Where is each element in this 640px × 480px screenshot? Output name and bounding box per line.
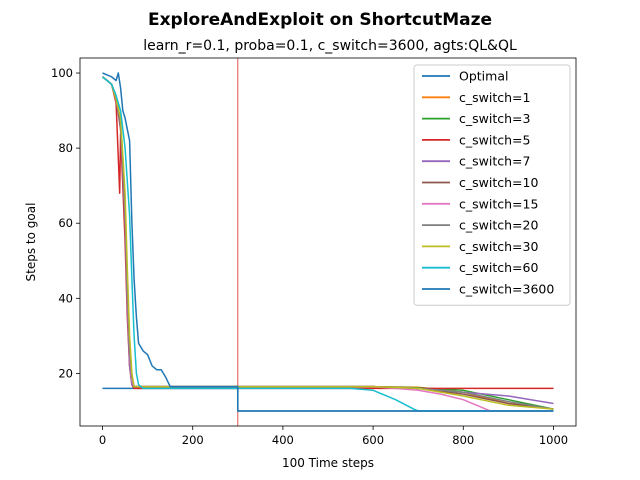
y-tick-label: 60 — [58, 216, 73, 230]
x-tick-label: 200 — [182, 433, 204, 447]
x-tick-label: 1000 — [539, 433, 568, 447]
legend-label-2: c_switch=3 — [459, 111, 530, 126]
y-tick-label: 100 — [51, 66, 73, 80]
legend-label-10: c_switch=3600 — [459, 282, 554, 297]
legend-label-9: c_switch=60 — [459, 260, 538, 275]
legend-box — [413, 64, 571, 306]
legend: Optimal c_switch=1 c_switch=3 c_switch=5 c_s… — [413, 64, 571, 306]
legend-label-0: Optimal — [459, 69, 508, 84]
y-axis-label: Steps to goal — [24, 203, 38, 282]
x-tick-label: 800 — [452, 433, 474, 447]
legend-label-7: c_switch=20 — [459, 218, 538, 233]
legend-label-1: c_switch=1 — [459, 90, 530, 105]
series-line-10 — [102, 72, 554, 412]
chart-title: ExploreAndExploit on ShortcutMaze — [148, 10, 492, 30]
series-line-8 — [102, 76, 554, 410]
legend-label-4: c_switch=7 — [459, 154, 530, 169]
y-tick-label: 40 — [58, 291, 73, 305]
legend-label-5: c_switch=10 — [459, 175, 538, 190]
y-tick-label: 20 — [58, 366, 73, 380]
series-line-9 — [102, 76, 554, 412]
plot-area: 0 200 400 600 800 1000 20 40 60 80 100 — [51, 57, 577, 447]
x-tick-label: 0 — [99, 433, 106, 447]
x-axis-label: 100 Time steps — [282, 456, 374, 470]
chart-subtitle: learn_r=0.1, proba=0.1, c_switch=3600, a… — [143, 38, 517, 54]
x-tick-label: 600 — [362, 433, 384, 447]
legend-label-3: c_switch=5 — [459, 132, 530, 147]
x-tick-label: 400 — [272, 433, 294, 447]
axes-frame — [79, 57, 577, 427]
legend-label-6: c_switch=15 — [459, 196, 538, 211]
y-tick-label: 80 — [58, 141, 73, 155]
legend-label-8: c_switch=30 — [459, 239, 538, 254]
